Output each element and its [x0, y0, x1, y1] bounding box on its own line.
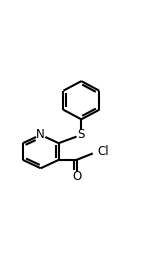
- Text: Cl: Cl: [97, 145, 109, 158]
- Text: N: N: [36, 128, 45, 141]
- Text: S: S: [78, 128, 85, 141]
- Circle shape: [77, 130, 86, 140]
- Circle shape: [36, 130, 45, 140]
- Circle shape: [93, 147, 102, 156]
- Circle shape: [72, 172, 81, 181]
- Text: O: O: [72, 170, 81, 183]
